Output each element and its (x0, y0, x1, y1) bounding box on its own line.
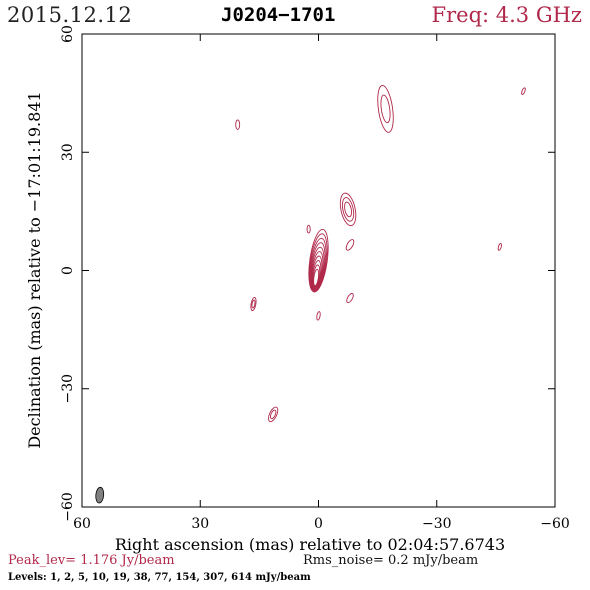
contour-level (311, 251, 324, 289)
x-tick-label: 30 (191, 516, 209, 532)
contour-level (521, 87, 526, 95)
contour-level (346, 293, 354, 304)
contour-level (308, 233, 328, 292)
contour-level (380, 94, 391, 124)
contour-level (310, 246, 325, 290)
contour-level (377, 85, 394, 133)
contour-level (269, 409, 277, 420)
component-blob-nw (235, 119, 241, 130)
source-name: J0204−1701 (221, 4, 336, 26)
contour-level (497, 242, 502, 251)
x-axis-label: Right ascension (mas) relative to 02:04:… (115, 535, 505, 554)
y-tick-label: 60 (60, 25, 76, 43)
contour-level (339, 192, 357, 227)
component-blob-sw (268, 406, 279, 423)
contour-layer (235, 85, 526, 423)
contour-level (344, 201, 353, 218)
contour-level (312, 264, 321, 287)
rms-noise: Rms_noise= 0.2 mJy/beam (303, 553, 479, 568)
contour-level (345, 239, 355, 251)
y-tick-label: 30 (60, 143, 76, 161)
x-tick-label: 60 (73, 516, 91, 532)
contour-levels: Levels: 1, 2, 5, 10, 19, 38, 77, 154, 30… (8, 572, 311, 583)
contour-level (235, 119, 241, 130)
x-tick-label: 0 (314, 516, 323, 532)
component-blob-se (346, 293, 354, 304)
y-tick-label: −30 (60, 374, 76, 404)
component-core (308, 228, 329, 293)
contour-level (313, 268, 320, 287)
contour-level (316, 311, 321, 321)
contour-level (309, 237, 327, 291)
contour-level (308, 228, 329, 293)
contour-level (309, 242, 326, 291)
tick-layer: 60 30 0 −30 −60 −60 −30 0 30 60 (60, 25, 570, 532)
component-blob-w (250, 296, 257, 312)
contour-level (251, 299, 256, 309)
contour-level (341, 197, 355, 222)
component-blob-e (497, 242, 502, 251)
y-axis-label: Declination (mas) relative to −17:01:19.… (25, 91, 44, 448)
observation-date: 2015.12.12 (7, 3, 133, 27)
frequency-label: Freq: 4.3 GHz (431, 3, 582, 27)
component-jet-knot (339, 192, 357, 227)
component-north-feature (377, 85, 394, 133)
contour-level (250, 296, 257, 312)
contour-level (306, 224, 311, 234)
contour-level (311, 255, 323, 289)
contour-level (312, 259, 322, 288)
contour-level (268, 406, 279, 423)
y-tick-label: −60 (60, 492, 76, 522)
beam-ellipse (95, 486, 105, 504)
x-tick-label: −60 (540, 516, 570, 532)
component-blob-s (316, 311, 321, 321)
component-blob-c1 (306, 224, 311, 234)
x-tick-label: −30 (422, 516, 452, 532)
peak-level: Peak_lev= 1.176 Jy/beam (8, 553, 175, 568)
beam-layer (95, 486, 105, 504)
component-blob-ne (521, 87, 526, 95)
component-blob-c2 (345, 239, 355, 251)
y-tick-label: 0 (60, 266, 76, 275)
